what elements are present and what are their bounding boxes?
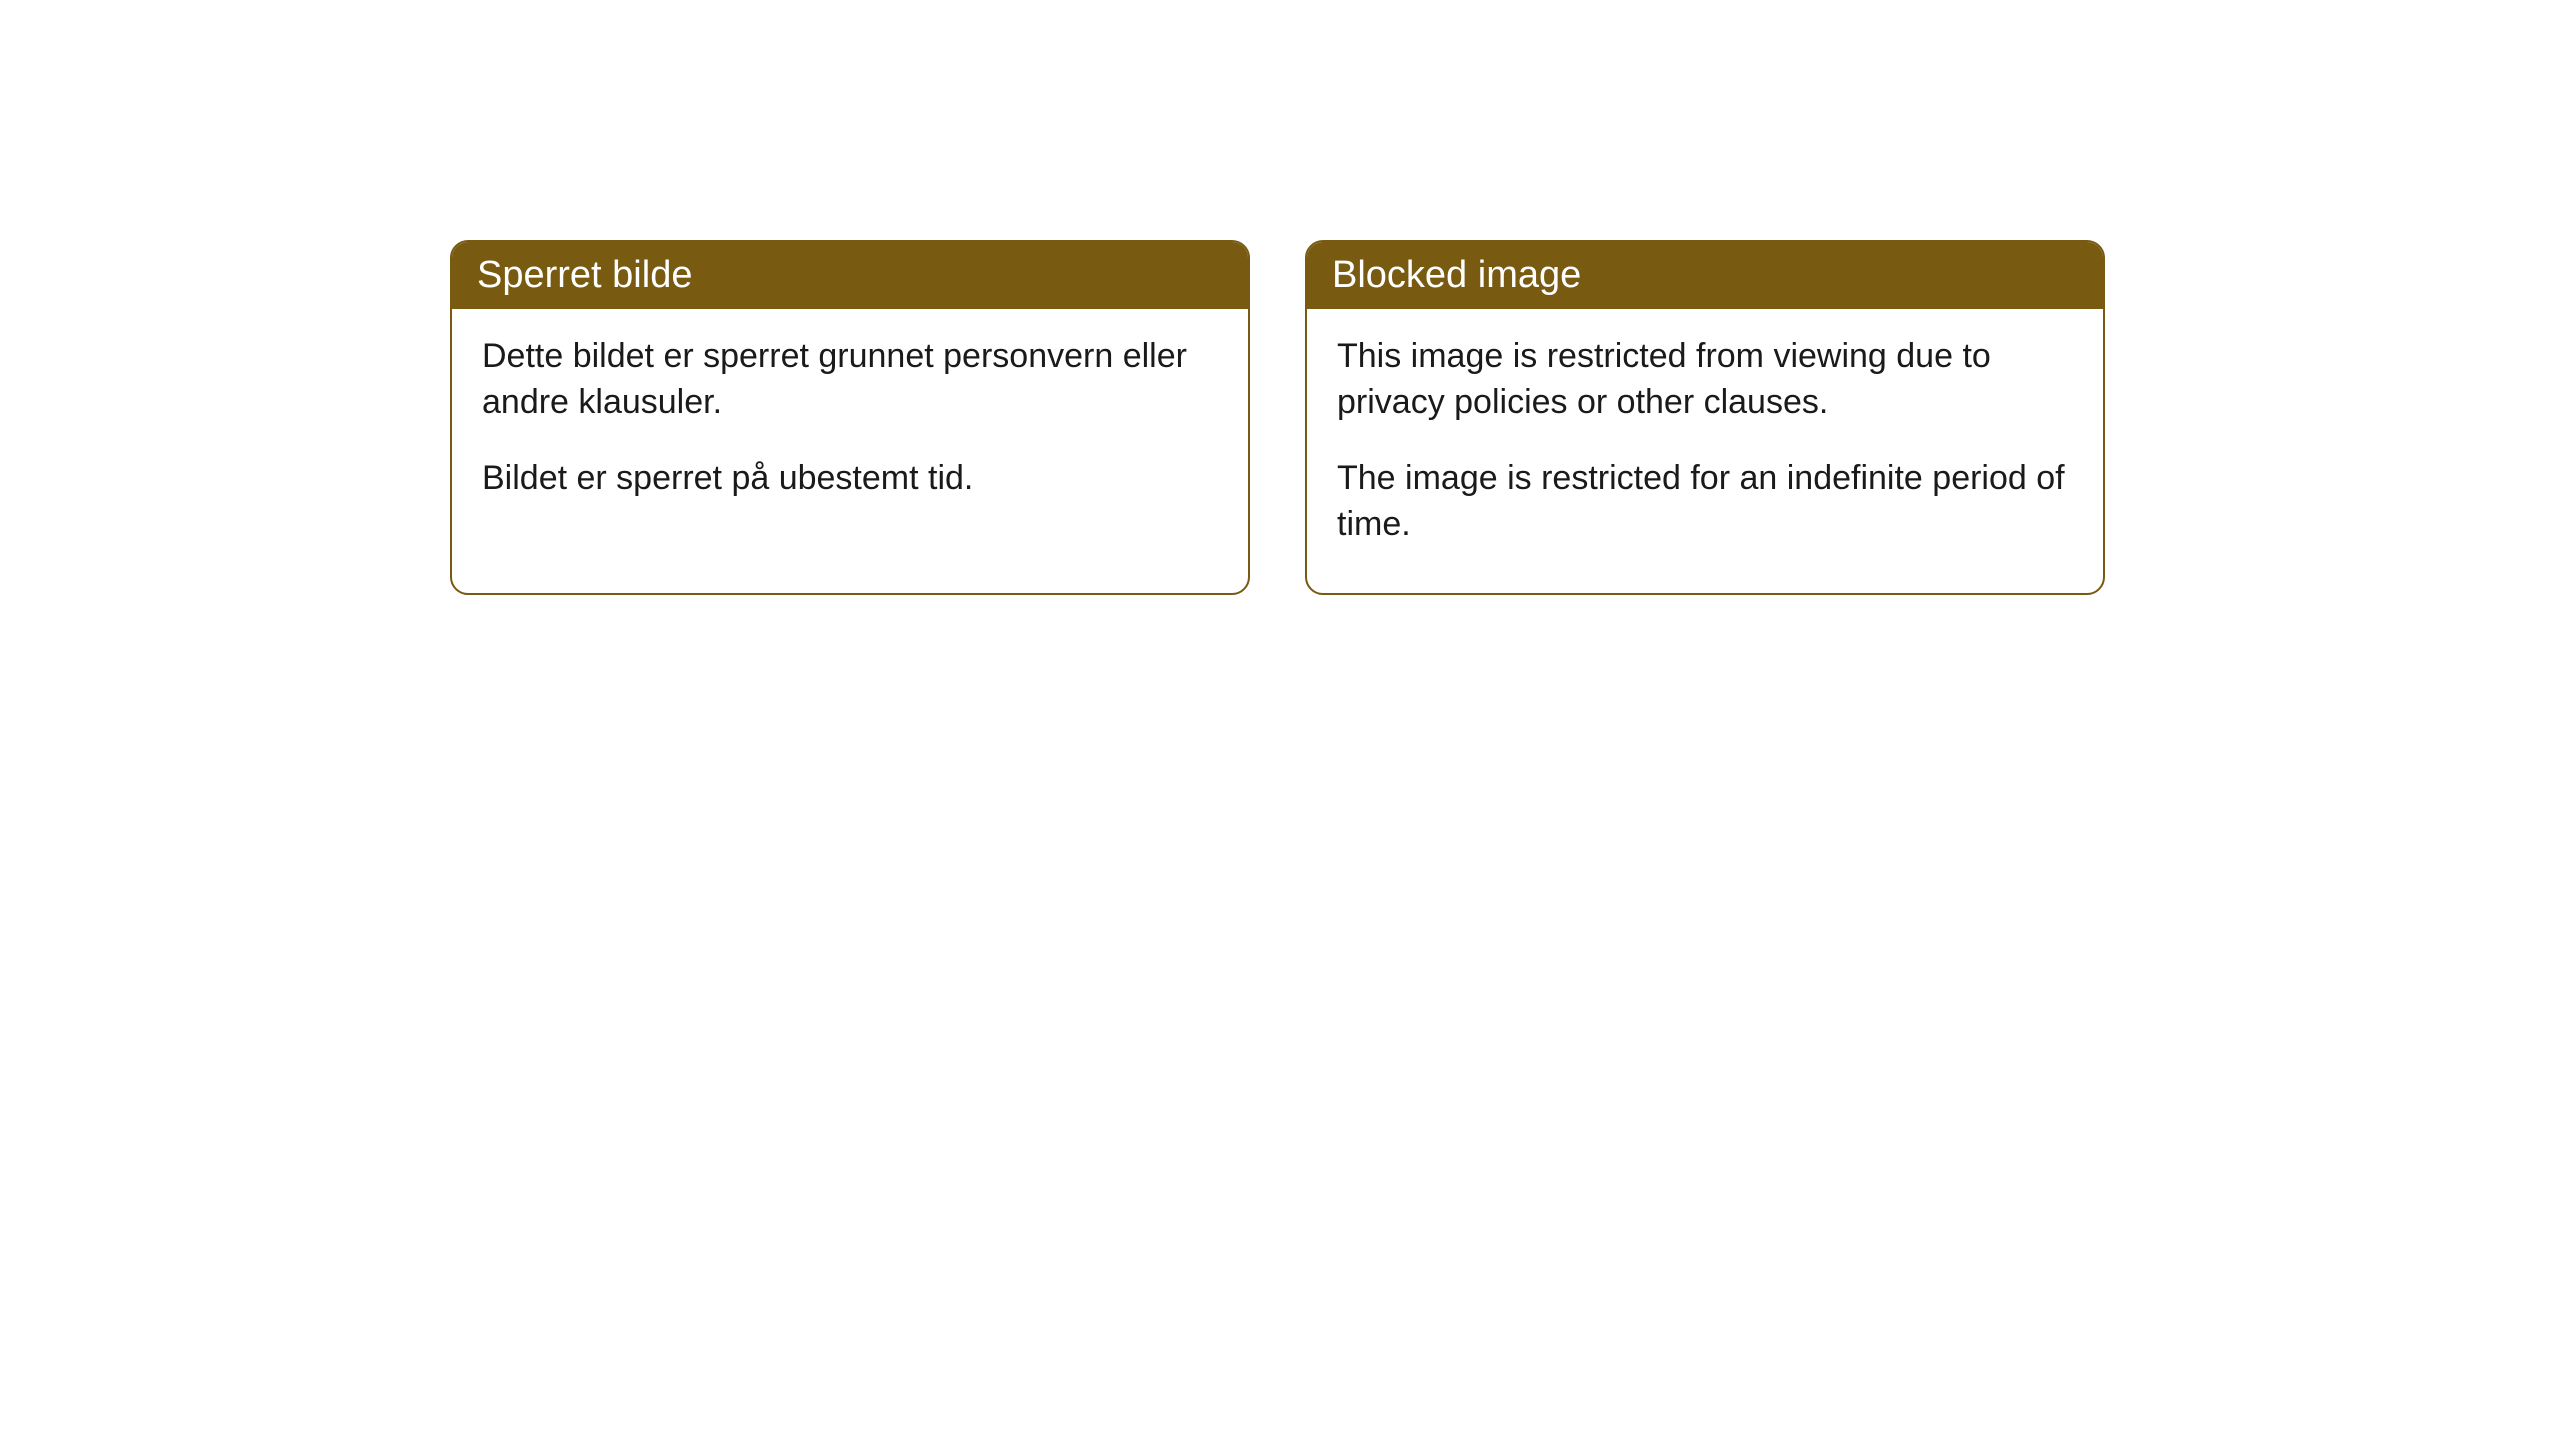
card-body: Dette bildet er sperret grunnet personve… — [452, 309, 1248, 547]
card-header: Blocked image — [1307, 242, 2103, 309]
card-paragraph: This image is restricted from viewing du… — [1337, 334, 2073, 426]
card-body: This image is restricted from viewing du… — [1307, 309, 2103, 593]
card-header: Sperret bilde — [452, 242, 1248, 309]
card-paragraph: The image is restricted for an indefinit… — [1337, 456, 2073, 548]
blocked-image-card-norwegian: Sperret bilde Dette bildet er sperret gr… — [450, 240, 1250, 595]
notice-cards-container: Sperret bilde Dette bildet er sperret gr… — [450, 240, 2105, 595]
card-title: Blocked image — [1332, 254, 1581, 296]
card-paragraph: Dette bildet er sperret grunnet personve… — [482, 334, 1218, 426]
card-title: Sperret bilde — [477, 254, 692, 296]
card-paragraph: Bildet er sperret på ubestemt tid. — [482, 456, 1218, 502]
blocked-image-card-english: Blocked image This image is restricted f… — [1305, 240, 2105, 595]
